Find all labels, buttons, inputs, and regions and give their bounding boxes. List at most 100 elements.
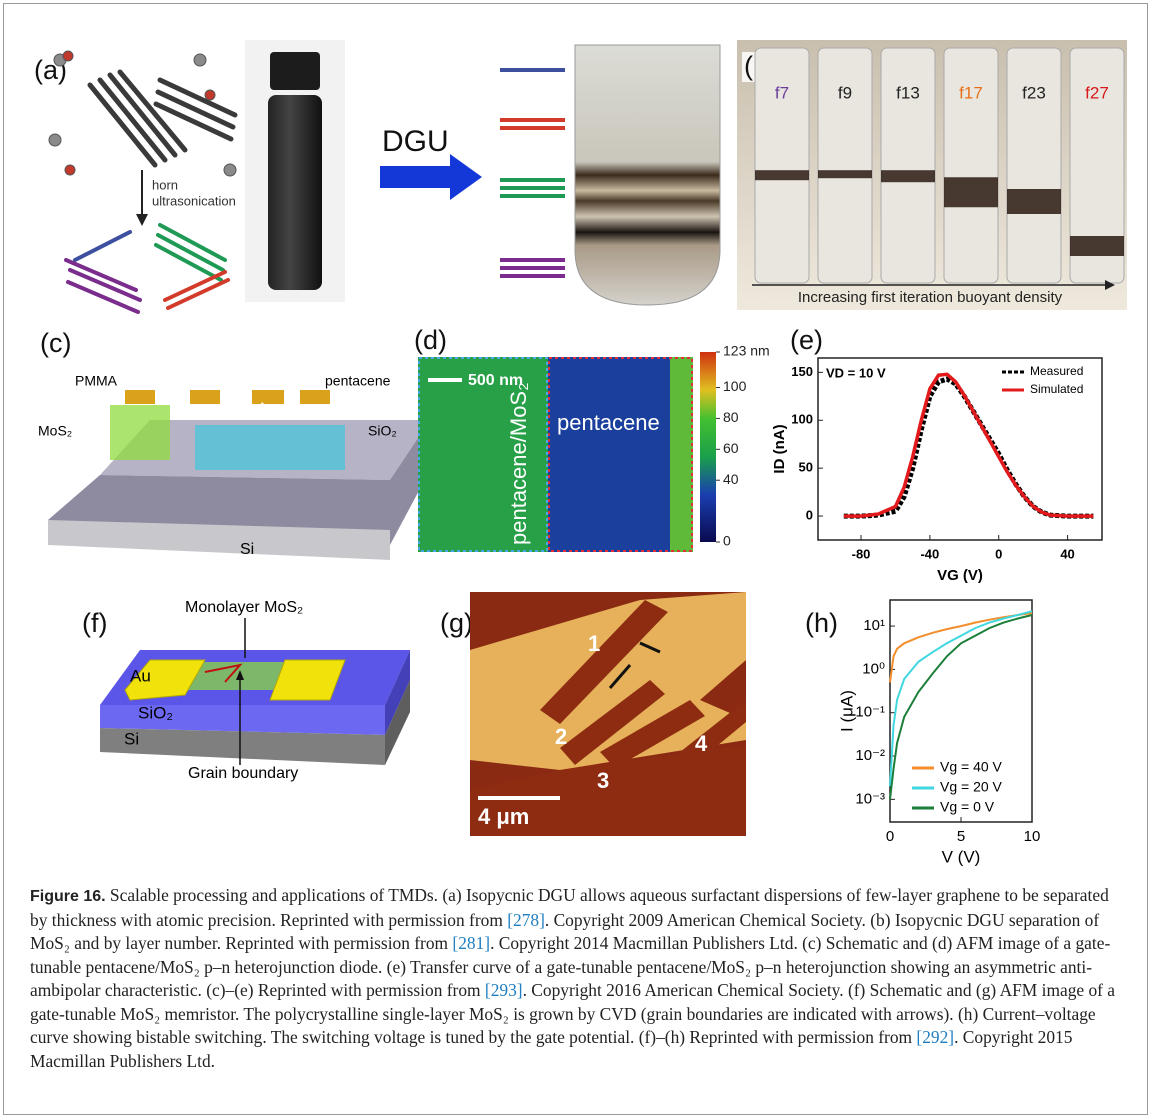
y-axis-label: I (μA) xyxy=(837,690,856,732)
colorbar-label: 60 xyxy=(723,440,739,456)
panel-label: (h) xyxy=(805,608,838,638)
x-axis-label: V (V) xyxy=(942,847,981,866)
legend-label: Measured xyxy=(1030,364,1083,378)
pmma-block xyxy=(110,405,170,460)
caption-reference[interactable]: [281] xyxy=(452,933,490,953)
sio2-label: SiO₂ xyxy=(368,423,397,439)
x-tick-label: 0 xyxy=(995,546,1002,561)
pentacene-label: pentacene xyxy=(325,373,391,389)
colorbar-label: 100 xyxy=(723,378,747,394)
dgu-arrow xyxy=(380,166,450,188)
page-body: (a) horn ultrasonication DGU xyxy=(0,0,1153,1120)
layer-stacks xyxy=(500,70,565,276)
decoration xyxy=(100,80,165,160)
au-label: Au xyxy=(258,399,274,414)
centrifuge-tube xyxy=(575,45,720,305)
decoration xyxy=(110,75,175,155)
tube-label: f17 xyxy=(959,83,983,102)
x-tick-label: 5 xyxy=(957,828,965,845)
y-axis-label: ID (nA) xyxy=(771,424,788,473)
arrow-head xyxy=(136,214,148,226)
y-tick-label: 50 xyxy=(799,460,813,475)
arrow-text: horn xyxy=(152,177,178,192)
annotation: VD = 10 V xyxy=(826,365,886,380)
dgu-arrow-head xyxy=(450,154,482,200)
dgu-text: DGU xyxy=(382,125,449,158)
arrow-text: ultrasonication xyxy=(152,193,236,208)
decoration xyxy=(195,425,345,470)
tube-label: f27 xyxy=(1085,83,1109,102)
legend-label: Vg = 40 V xyxy=(940,759,1003,775)
x-axis-label: VG (V) xyxy=(937,567,983,584)
si-label: Si xyxy=(240,541,254,558)
colorbar-label: 80 xyxy=(723,409,739,425)
colorbar xyxy=(700,352,716,542)
grain-label: Grain boundary xyxy=(188,765,298,782)
x-tick-label: -40 xyxy=(920,546,939,561)
caption-label: Figure 16. xyxy=(30,888,106,905)
region-text: pentacene/MoS₂ xyxy=(506,382,531,545)
decoration xyxy=(65,165,75,175)
panel-e: (e) -80-40040050100150VG (V)ID (nA)Measu… xyxy=(771,325,1102,584)
colorbar-label: 40 xyxy=(723,471,739,487)
tube-label: f13 xyxy=(896,83,920,102)
panel-f: (f) Monolayer MoS₂ Au SiO₂ Si Grain boun… xyxy=(82,599,410,782)
colorbar-label: 123 nm xyxy=(723,343,770,359)
page: Figure 16 {"figure": { "a": {"label": "(… xyxy=(0,0,1153,1120)
decoration xyxy=(224,164,236,176)
x-tick-label: 0 xyxy=(886,828,894,845)
y-tick-label: 10⁰ xyxy=(862,660,885,677)
afm-edge xyxy=(670,357,693,552)
x-tick-label: 10 xyxy=(1024,828,1041,845)
vial xyxy=(268,95,322,290)
au-label: Au xyxy=(130,666,151,685)
density-text: Increasing first iteration buoyant densi… xyxy=(798,289,1063,306)
panel-d: (d) 500 nm pentacene/MoS₂ pentacene xyxy=(414,325,716,552)
tube-label: f9 xyxy=(838,83,852,102)
monolayer-label: Monolayer MoS₂ xyxy=(185,599,303,616)
y-tick-label: 150 xyxy=(791,364,813,379)
y-tick-label: 10¹ xyxy=(863,617,885,634)
caption-reference[interactable]: [292] xyxy=(916,1027,954,1047)
y-tick-label: 100 xyxy=(791,412,813,427)
decoration xyxy=(90,85,155,165)
decoration xyxy=(70,270,140,300)
ribbon-number: 3 xyxy=(597,768,609,793)
figure-caption: Figure 16. Scalable processing and appli… xyxy=(30,884,1130,1073)
pmma-label: PMMA xyxy=(75,373,118,389)
caption-reference[interactable]: [278] xyxy=(507,910,545,930)
decoration xyxy=(63,51,73,61)
y-tick-label: 10⁻³ xyxy=(855,790,885,807)
tube-band xyxy=(944,177,998,207)
tube-band xyxy=(881,170,935,182)
decoration xyxy=(205,90,215,100)
ribbon-number: 2 xyxy=(555,724,567,749)
figure: (a) horn ultrasonication DGU xyxy=(0,0,1153,875)
decoration xyxy=(49,134,61,146)
tube-band xyxy=(1007,189,1061,214)
caption-text: Scalable processing and applications of … xyxy=(30,885,1115,1071)
tube-label: f23 xyxy=(1022,83,1046,102)
colorbar-label: 0 xyxy=(723,533,731,549)
panel-b: (b) f7f9f13f17f23f27 Increasing first it… xyxy=(737,40,1127,310)
series-line xyxy=(890,613,1032,682)
ribbon-number: 4 xyxy=(695,731,708,756)
panel-g: (g) 1 2 3 4 4 μm xyxy=(440,592,746,836)
scale-text: 4 μm xyxy=(478,804,529,829)
vial-cap xyxy=(270,52,320,90)
graphene-stacks xyxy=(90,72,235,165)
panel-label: (f) xyxy=(82,608,107,638)
panel-label: (d) xyxy=(414,325,447,355)
tube-band xyxy=(818,170,872,178)
x-tick-label: 40 xyxy=(1060,546,1074,561)
legend-label: Vg = 20 V xyxy=(940,779,1003,795)
y-tick-label: 0 xyxy=(806,507,813,522)
decoration xyxy=(194,54,206,66)
tube-band xyxy=(755,170,809,180)
tube-band xyxy=(1070,236,1124,256)
region-text: pentacene xyxy=(557,410,660,435)
y-tick-label: 10⁻¹ xyxy=(855,704,885,721)
mos2-label: MoS₂ xyxy=(38,423,72,439)
decoration xyxy=(125,390,155,404)
caption-reference[interactable]: [293] xyxy=(485,980,523,1000)
